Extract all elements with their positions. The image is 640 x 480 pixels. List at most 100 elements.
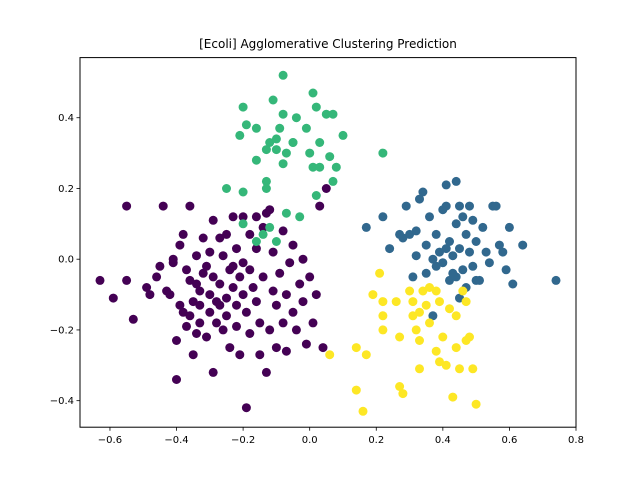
data-point	[281, 148, 291, 158]
data-point	[311, 290, 321, 300]
data-point	[278, 70, 288, 80]
data-point	[268, 95, 278, 105]
data-point	[222, 184, 231, 193]
data-point	[238, 212, 248, 222]
data-point	[268, 286, 278, 296]
data-point	[295, 212, 305, 222]
x-tick-label: 0.2	[368, 435, 384, 446]
data-point	[271, 145, 281, 155]
data-point	[202, 332, 211, 342]
data-point	[455, 364, 464, 374]
data-point	[411, 226, 421, 236]
data-point	[491, 201, 501, 211]
data-point	[508, 279, 518, 289]
data-point	[175, 240, 185, 250]
data-point	[301, 339, 311, 349]
data-point	[305, 272, 315, 282]
data-point	[158, 201, 168, 211]
y-tick-label: −0.2	[50, 325, 74, 336]
data-point	[261, 145, 271, 155]
data-point	[481, 247, 491, 257]
data-point	[232, 244, 241, 254]
data-point	[378, 311, 388, 321]
data-point	[235, 272, 245, 282]
data-point	[378, 297, 388, 307]
data-point	[192, 329, 201, 338]
data-point	[202, 261, 211, 271]
data-point	[405, 286, 415, 296]
data-point	[378, 148, 388, 158]
data-point	[311, 102, 321, 112]
data-point	[448, 392, 458, 402]
data-point	[391, 297, 401, 307]
data-point	[378, 212, 388, 222]
data-point	[172, 375, 181, 384]
data-point	[415, 194, 424, 204]
data-point	[271, 134, 281, 144]
data-point	[232, 321, 241, 331]
y-axis: −0.4 −0.2 0.0 0.2 0.4	[50, 113, 80, 407]
data-point	[245, 229, 255, 239]
data-point	[192, 279, 201, 289]
data-point	[315, 138, 325, 147]
data-point	[441, 201, 451, 211]
data-point	[361, 350, 371, 360]
data-point	[395, 332, 405, 342]
data-point	[291, 113, 301, 123]
x-tick-label: 0.6	[501, 435, 517, 446]
data-point	[268, 247, 278, 257]
data-point	[258, 272, 268, 282]
data-point	[431, 261, 441, 271]
data-point	[445, 275, 454, 285]
data-point	[251, 297, 261, 307]
data-point	[478, 222, 488, 232]
data-point	[451, 311, 461, 321]
data-point	[494, 240, 504, 250]
data-point	[308, 162, 318, 172]
x-tick-label: 0.0	[302, 435, 318, 446]
data-point	[208, 272, 218, 282]
x-tick-label: −0.6	[98, 435, 122, 446]
data-point	[385, 244, 395, 254]
data-point	[175, 300, 185, 310]
data-point	[445, 304, 454, 314]
data-point	[281, 290, 291, 300]
data-point	[405, 229, 415, 239]
data-point	[275, 268, 285, 278]
data-point	[315, 162, 325, 172]
data-point	[435, 247, 444, 257]
data-point	[498, 247, 508, 257]
data-point	[271, 300, 281, 310]
data-point	[172, 336, 181, 345]
data-point	[338, 130, 348, 140]
data-point	[255, 318, 265, 328]
data-point	[441, 360, 451, 370]
data-point	[122, 275, 132, 285]
data-point	[195, 300, 205, 310]
data-point	[288, 240, 298, 250]
data-point	[435, 297, 444, 307]
data-point	[398, 233, 408, 243]
plot-frame	[79, 57, 577, 428]
data-point	[238, 102, 248, 112]
data-point	[518, 240, 528, 250]
data-point	[245, 265, 255, 275]
data-point	[291, 325, 301, 335]
data-point	[238, 187, 248, 197]
data-point	[551, 275, 561, 285]
data-point	[325, 350, 335, 360]
data-point	[228, 212, 238, 222]
data-point	[468, 215, 478, 225]
data-point	[198, 268, 208, 278]
data-point	[222, 229, 231, 239]
data-point	[311, 191, 321, 200]
data-point	[465, 247, 474, 257]
data-point	[248, 283, 258, 292]
data-point	[168, 254, 178, 264]
data-point	[238, 258, 248, 268]
data-point	[261, 176, 271, 186]
chart-title: [Ecoli] Agglomerative Clustering Predict…	[199, 37, 457, 51]
data-point	[185, 311, 195, 321]
data-point	[455, 201, 464, 211]
points-layer	[95, 70, 561, 416]
